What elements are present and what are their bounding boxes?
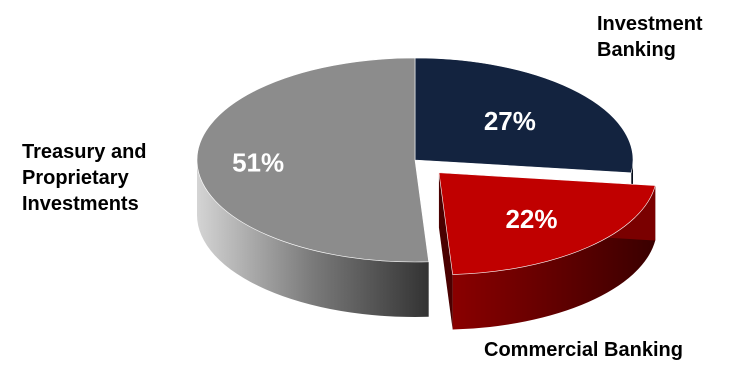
pie-slice-investment-banking — [414, 57, 634, 174]
category-label-treasury-and-proprietary-investments: Treasury and Proprietary Investments — [22, 141, 147, 215]
value-label-investment-banking: 27% — [484, 106, 536, 136]
value-label-treasury-and-proprietary-investments: 51% — [232, 147, 284, 177]
pie-side-commercial-banking — [452, 185, 656, 330]
pie-cut-face-commercial-banking-1 — [438, 172, 453, 330]
value-label-commercial-banking: 22% — [505, 204, 557, 234]
pie-slice-commercial-banking — [438, 172, 656, 275]
category-label-commercial-banking: Commercial Banking — [484, 339, 683, 361]
pie-slice-treasury-and-proprietary-investments — [196, 57, 430, 263]
category-label-investment-banking: Investment Banking — [597, 13, 703, 61]
pie-side-treasury-and-proprietary-investments — [197, 160, 429, 317]
